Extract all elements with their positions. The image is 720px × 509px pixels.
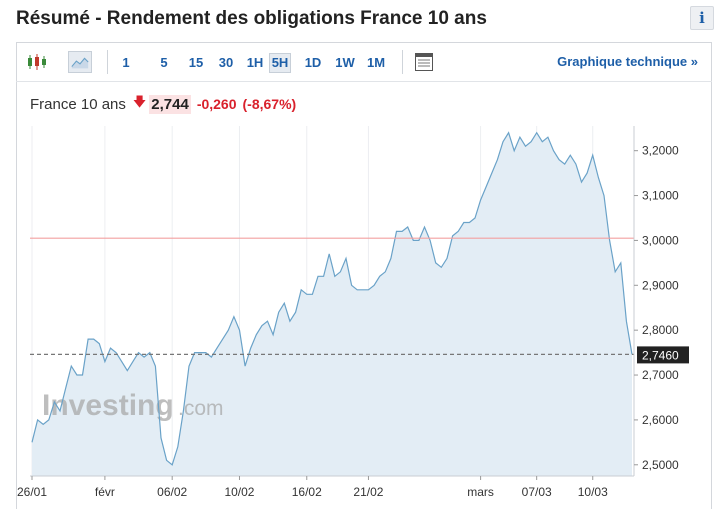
x-tick-label: 16/02: [292, 485, 322, 499]
last-price: 2,744: [149, 94, 191, 114]
period-button-30[interactable]: 30: [218, 55, 234, 70]
price-change-percent: (-8,67%): [242, 96, 297, 112]
chart-toolbar: 1 5 15 30 1H 5H 1D 1W 1M Graphique technique »: [16, 42, 712, 82]
x-tick-label: 07/03: [522, 485, 552, 499]
y-tick-label: 2,5000: [642, 458, 679, 472]
technical-chart-label: Graphique technique: [557, 54, 688, 69]
toolbar-divider: [402, 50, 403, 74]
table-icon[interactable]: [413, 51, 435, 73]
y-tick-label: 2,9000: [642, 278, 679, 292]
x-tick-label: mars: [467, 485, 494, 499]
quote-header: France 10 ans 🡇 2,744 -0,260 (-8,67%): [30, 93, 296, 115]
instrument-name: France 10 ans: [30, 95, 126, 113]
y-tick-label: 2,6000: [642, 413, 679, 427]
last-value-label: 2,7460: [642, 348, 679, 362]
series-line: [31, 131, 633, 466]
period-button-1m[interactable]: 1M: [366, 55, 386, 70]
toolbar-divider: [107, 50, 108, 74]
y-tick-label: 3,0000: [642, 233, 679, 247]
period-button-1[interactable]: 1: [122, 55, 130, 70]
candlestick-icon[interactable]: [26, 51, 48, 73]
chart-panel: [16, 42, 712, 509]
page-title: Résumé - Rendement des obligations Franc…: [16, 8, 487, 29]
period-button-5[interactable]: 5: [160, 55, 168, 70]
period-button-15[interactable]: 15: [188, 55, 204, 70]
period-button-1d[interactable]: 1D: [304, 55, 322, 70]
x-tick-label: 21/02: [353, 485, 383, 499]
y-tick-label: 2,8000: [642, 323, 679, 337]
period-button-1w[interactable]: 1W: [335, 55, 355, 70]
investing-watermark-suffix: .com: [178, 397, 224, 420]
x-tick-label: févr: [95, 485, 115, 499]
price-change: -0,260: [196, 96, 237, 112]
x-tick-label: 26/01: [17, 485, 47, 499]
technical-chart-link[interactable]: Graphique technique »: [557, 54, 698, 69]
series-area: [32, 132, 632, 476]
area-chart-icon[interactable]: [68, 51, 92, 73]
info-button[interactable]: i: [690, 6, 714, 30]
y-tick-label: 3,2000: [642, 144, 679, 158]
x-tick-label: 10/02: [224, 485, 254, 499]
chevron-right-icon: »: [690, 54, 698, 69]
y-tick-label: 2,7000: [642, 368, 679, 382]
arrow-down-icon: 🡇: [132, 94, 147, 109]
x-tick-label: 06/02: [157, 485, 187, 499]
y-tick-label: 3,1000: [642, 189, 679, 203]
period-button-5h[interactable]: 5H: [269, 53, 291, 73]
period-button-1h[interactable]: 1H: [246, 55, 264, 70]
last-value-badge: [637, 346, 689, 364]
x-tick-label: 10/03: [578, 485, 608, 499]
